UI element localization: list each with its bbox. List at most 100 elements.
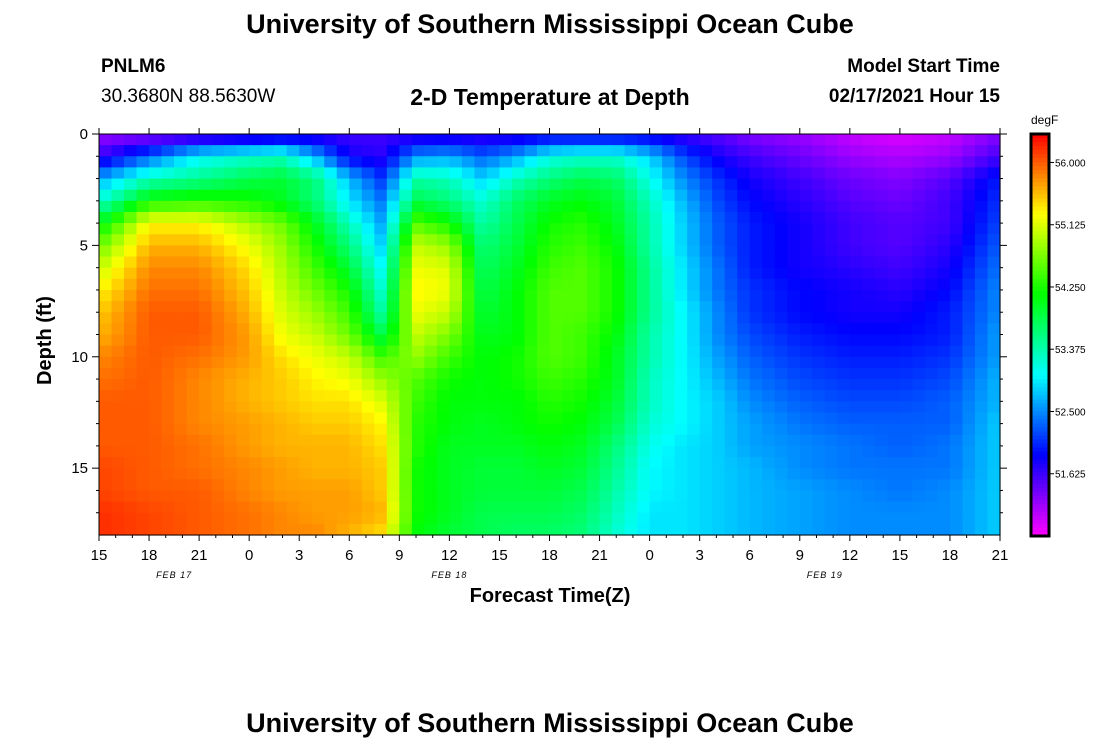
colorbar-segment <box>1031 154 1049 159</box>
heatmap-cell <box>486 512 501 525</box>
heatmap-cell <box>624 468 638 480</box>
heatmap-cell <box>912 501 926 514</box>
heatmap-cell <box>924 156 939 169</box>
heatmap-cell <box>299 490 313 503</box>
heatmap-cell <box>211 356 225 369</box>
colorbar-segment <box>1031 230 1049 236</box>
heatmap-cell <box>411 356 425 369</box>
heatmap-cell <box>724 223 738 235</box>
heatmap-cell <box>511 457 526 469</box>
heatmap-cell <box>349 379 363 391</box>
heatmap-cell <box>737 423 751 436</box>
heatmap-cell <box>511 523 526 536</box>
heatmap-cell <box>712 356 726 369</box>
heatmap-cell <box>749 167 763 180</box>
heatmap-cell <box>924 223 939 235</box>
colorbar-segment <box>1031 495 1049 501</box>
heatmap-cell <box>536 334 551 347</box>
heatmap-cell <box>374 345 388 358</box>
heatmap-cell <box>874 323 888 336</box>
heatmap-cell <box>361 512 375 525</box>
heatmap-cell <box>987 423 1001 436</box>
heatmap-cell <box>662 345 676 358</box>
heatmap-cell <box>599 301 613 313</box>
heatmap-cell <box>236 167 250 180</box>
heatmap-cell <box>737 379 751 391</box>
heatmap-cell <box>224 245 238 258</box>
heatmap-cell <box>436 267 450 280</box>
heatmap-cell <box>386 189 400 202</box>
heatmap-cell <box>399 390 413 402</box>
heatmap-cell <box>862 423 876 436</box>
heatmap-cell <box>524 167 538 180</box>
heatmap-cell <box>536 156 551 169</box>
heatmap-cell <box>649 312 663 324</box>
heatmap-cell <box>912 134 926 146</box>
heatmap-cell <box>261 289 275 302</box>
heatmap-cell <box>349 323 363 336</box>
heatmap-cell <box>962 512 976 525</box>
heatmap-cell <box>712 468 726 480</box>
heatmap-cell <box>599 434 613 447</box>
heatmap-cell <box>812 189 826 202</box>
heatmap-cell <box>787 501 801 514</box>
heatmap-cell <box>799 367 813 380</box>
heatmap-cell <box>499 468 513 480</box>
heatmap-cell <box>149 312 163 324</box>
heatmap-cell <box>424 356 438 369</box>
colorbar-segment <box>1031 150 1049 155</box>
heatmap-cell <box>136 223 150 235</box>
heatmap-cell <box>174 200 188 213</box>
heatmap-cell <box>336 134 350 146</box>
colorbar-segment <box>1031 443 1049 449</box>
heatmap-cell <box>274 200 288 213</box>
heatmap-cell <box>924 256 939 269</box>
heatmap-cell <box>699 445 713 458</box>
heatmap-cell <box>587 356 601 369</box>
heatmap-cell <box>149 156 163 169</box>
heatmap-cell <box>587 256 601 269</box>
heatmap-cell <box>562 323 576 336</box>
heatmap-cell <box>136 479 150 492</box>
heatmap-cell <box>224 479 238 492</box>
heatmap-cell <box>374 278 388 291</box>
heatmap-cell <box>511 156 526 169</box>
heatmap-cell <box>574 468 588 480</box>
heatmap-cell <box>774 457 788 469</box>
heatmap-cell <box>436 167 450 180</box>
heatmap-cell <box>637 390 651 402</box>
heatmap-cell <box>486 457 501 469</box>
heatmap-cell <box>461 523 476 536</box>
heatmap-cell <box>174 156 188 169</box>
heatmap-cell <box>849 134 863 146</box>
heatmap-cell <box>411 379 425 391</box>
heatmap-cell <box>937 423 951 436</box>
heatmap-cell <box>499 401 513 414</box>
heatmap-cell <box>124 167 138 180</box>
heatmap-cell <box>962 457 976 469</box>
heatmap-cell <box>436 390 450 402</box>
heatmap-cell <box>161 390 175 402</box>
heatmap-cell <box>937 401 951 414</box>
heatmap-cell <box>461 379 476 391</box>
heatmap-cell <box>236 289 250 302</box>
heatmap-cell <box>887 445 901 458</box>
heatmap-cell <box>974 423 989 436</box>
heatmap-cell <box>261 345 275 358</box>
heatmap-cell <box>324 200 338 213</box>
heatmap-cell <box>324 479 338 492</box>
heatmap-cell <box>399 211 413 224</box>
heatmap-cell <box>111 501 125 514</box>
heatmap-cell <box>299 278 313 291</box>
heatmap-cell <box>874 523 888 536</box>
heatmap-cell <box>924 490 939 503</box>
heatmap-cell <box>111 401 125 414</box>
heatmap-cell <box>712 278 726 291</box>
model-start-label: Model Start Time <box>847 56 1000 77</box>
heatmap-cell <box>899 356 913 369</box>
heatmap-cell <box>361 356 375 369</box>
heatmap-cell <box>99 501 113 514</box>
heatmap-cell <box>124 156 138 169</box>
heatmap-cell <box>849 501 863 514</box>
colorbar-segment <box>1031 435 1049 441</box>
